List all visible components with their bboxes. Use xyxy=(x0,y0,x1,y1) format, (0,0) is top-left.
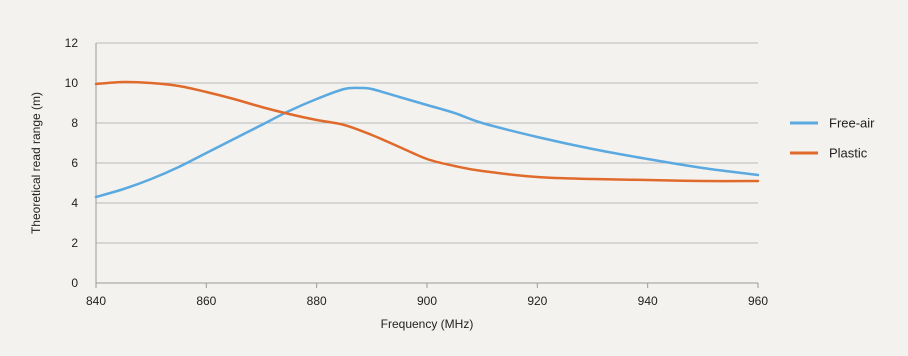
legend-label-free-air: Free-air xyxy=(829,116,875,131)
legend-label-plastic: Plastic xyxy=(829,146,868,161)
tick-labels: 0 2 4 6 8 10 12 840 860 880 900 920 940 960 xyxy=(65,36,769,308)
y-tick-label-0: 0 xyxy=(71,276,78,290)
y-tick-label-8: 8 xyxy=(71,116,78,130)
y-tick-label-4: 4 xyxy=(71,196,78,210)
x-tick-label-860: 860 xyxy=(196,294,216,308)
x-tick-label-940: 940 xyxy=(638,294,658,308)
x-tick-label-840: 840 xyxy=(86,294,106,308)
series-line-plastic xyxy=(94,80,760,183)
x-tick-label-960: 960 xyxy=(748,294,768,308)
grid-lines xyxy=(96,42,758,244)
axes xyxy=(95,43,759,288)
y-tick-label-10: 10 xyxy=(65,76,79,90)
x-tick-label-920: 920 xyxy=(527,294,547,308)
x-tick-label-900: 900 xyxy=(417,294,437,308)
x-tick-label-880: 880 xyxy=(307,294,327,308)
y-tick-label-6: 6 xyxy=(71,156,78,170)
legend: Free-air Plastic xyxy=(790,116,875,161)
y-tick-label-12: 12 xyxy=(65,36,79,50)
y-axis-title: Theoretical read range (m) xyxy=(29,92,43,234)
y-tick-label-2: 2 xyxy=(71,236,78,250)
series-line-free-air xyxy=(94,86,760,199)
x-axis-title: Frequency (MHz) xyxy=(381,317,474,331)
series-lines xyxy=(94,80,760,199)
